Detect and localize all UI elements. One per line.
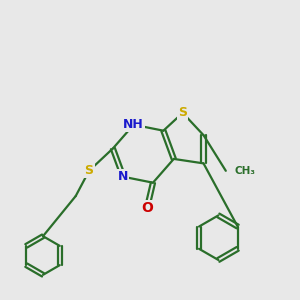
Text: S: S bbox=[178, 106, 187, 119]
Text: N: N bbox=[118, 170, 128, 183]
Text: NH: NH bbox=[123, 118, 144, 131]
Text: CH₃: CH₃ bbox=[235, 166, 256, 176]
Text: O: O bbox=[141, 201, 153, 215]
Text: S: S bbox=[85, 164, 94, 177]
